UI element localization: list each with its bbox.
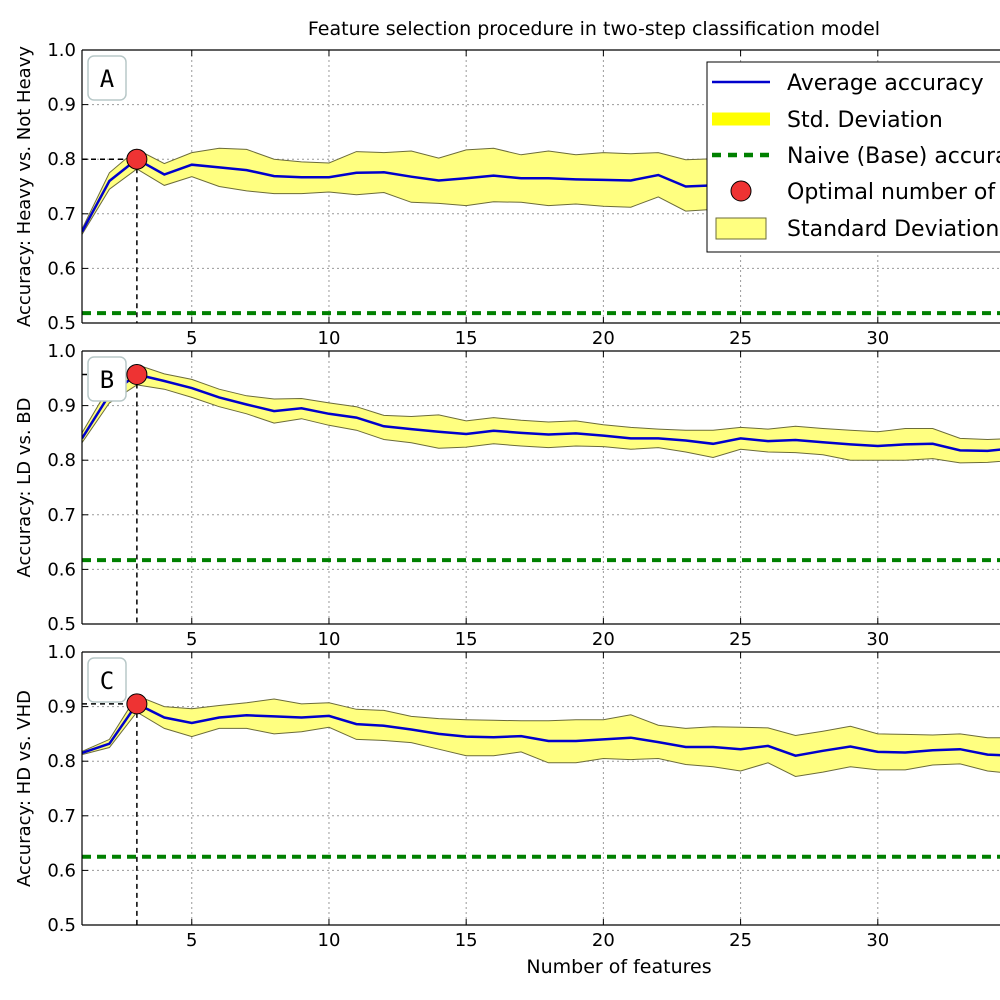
- y-tick-label: 0.8: [47, 751, 76, 772]
- x-tick-label: 30: [866, 930, 889, 951]
- y-tick-label: 0.9: [47, 396, 76, 417]
- y-tick-label: 0.5: [47, 915, 76, 936]
- y-tick-label: 0.6: [47, 559, 76, 580]
- legend-label-std-patch: Standard Deviation: [787, 217, 999, 242]
- legend-label-average: Average accuracy: [787, 71, 984, 96]
- y-tick-label: 0.7: [47, 806, 76, 827]
- optimal-marker: [126, 693, 148, 715]
- x-tick-label: 5: [186, 629, 197, 650]
- std-band: [82, 695, 1000, 778]
- y-tick-label: 0.6: [47, 258, 76, 279]
- y-axis-label: Accuracy: Heavy vs. Not Heavy: [14, 46, 35, 327]
- panel-c: C 5 10 15 20 25 30 0.5 0.6 0.7 0.8 0.9 1.0 Accuracy: …: [14, 642, 1000, 951]
- x-tick-label: 15: [455, 930, 478, 951]
- x-tick-label: 15: [455, 328, 478, 349]
- average-accuracy-line: [82, 702, 1000, 757]
- y-tick-label: 0.9: [47, 697, 76, 718]
- x-tick-label: 25: [729, 930, 752, 951]
- x-tick-label: 10: [318, 328, 341, 349]
- x-tick-label: 20: [592, 629, 615, 650]
- y-tick-label: 0.6: [47, 860, 76, 881]
- figure-title: Feature selection procedure in two-step …: [308, 18, 880, 40]
- x-tick-label: 20: [592, 328, 615, 349]
- legend-marker-optimal: [730, 180, 752, 202]
- optimal-marker: [126, 363, 148, 385]
- legend-patch-std: [715, 217, 767, 240]
- x-tick-label: 15: [455, 629, 478, 650]
- y-tick-label: 0.8: [47, 450, 76, 471]
- std-band: [82, 364, 1000, 464]
- legend-label-optimal: Optimal number of features: [787, 180, 1000, 205]
- x-tick-label: 20: [592, 930, 615, 951]
- legend-label-std: Std. Deviation: [787, 108, 943, 133]
- std-band: [82, 147, 742, 236]
- panel-letter: B: [100, 366, 114, 394]
- y-tick-label: 0.5: [47, 614, 76, 635]
- legend-label-naive: Naive (Base) accuracy: [787, 144, 1000, 169]
- panel-letter: C: [100, 667, 114, 695]
- panel-b: B 5 10 15 20 25 30 0.5 0.6 0.7 0.8 0.9 1.0 Accuracy: …: [14, 341, 1000, 650]
- y-axis-label: Accuracy: LD vs. BD: [14, 398, 35, 578]
- x-tick-label: 30: [866, 328, 889, 349]
- panel-letter-box: [87, 657, 127, 703]
- y-tick-label: 0.5: [47, 313, 76, 334]
- y-axis-label: Accuracy: HD vs. VHD: [14, 690, 35, 887]
- x-tick-label: 30: [866, 629, 889, 650]
- x-tick-label: 25: [729, 328, 752, 349]
- x-tick-label: 10: [318, 629, 341, 650]
- y-tick-label: 1.0: [47, 40, 76, 61]
- y-tick-label: 0.9: [47, 95, 76, 116]
- x-tick-label: 25: [729, 629, 752, 650]
- average-accuracy-line: [82, 157, 741, 233]
- plot-area: [82, 147, 1000, 323]
- panel-letter: A: [100, 65, 115, 93]
- plot-area: [82, 364, 1000, 624]
- x-axis-label: Number of features: [526, 956, 711, 978]
- legend: Average accuracy Std. Deviation Naive (B…: [706, 61, 1000, 253]
- y-tick-label: 1.0: [47, 642, 76, 663]
- x-tick-label: 5: [186, 930, 197, 951]
- optimal-marker: [126, 148, 148, 170]
- y-tick-label: 0.7: [47, 204, 76, 225]
- y-tick-label: 0.8: [47, 149, 76, 170]
- panel-letter-box: [87, 356, 127, 402]
- panel-letter-box: [87, 55, 127, 101]
- y-tick-label: 1.0: [47, 341, 76, 362]
- x-tick-label: 10: [318, 930, 341, 951]
- y-tick-label: 0.7: [47, 505, 76, 526]
- plot-area: [82, 695, 1000, 925]
- average-accuracy-line: [82, 373, 1000, 453]
- x-tick-label: 5: [186, 328, 197, 349]
